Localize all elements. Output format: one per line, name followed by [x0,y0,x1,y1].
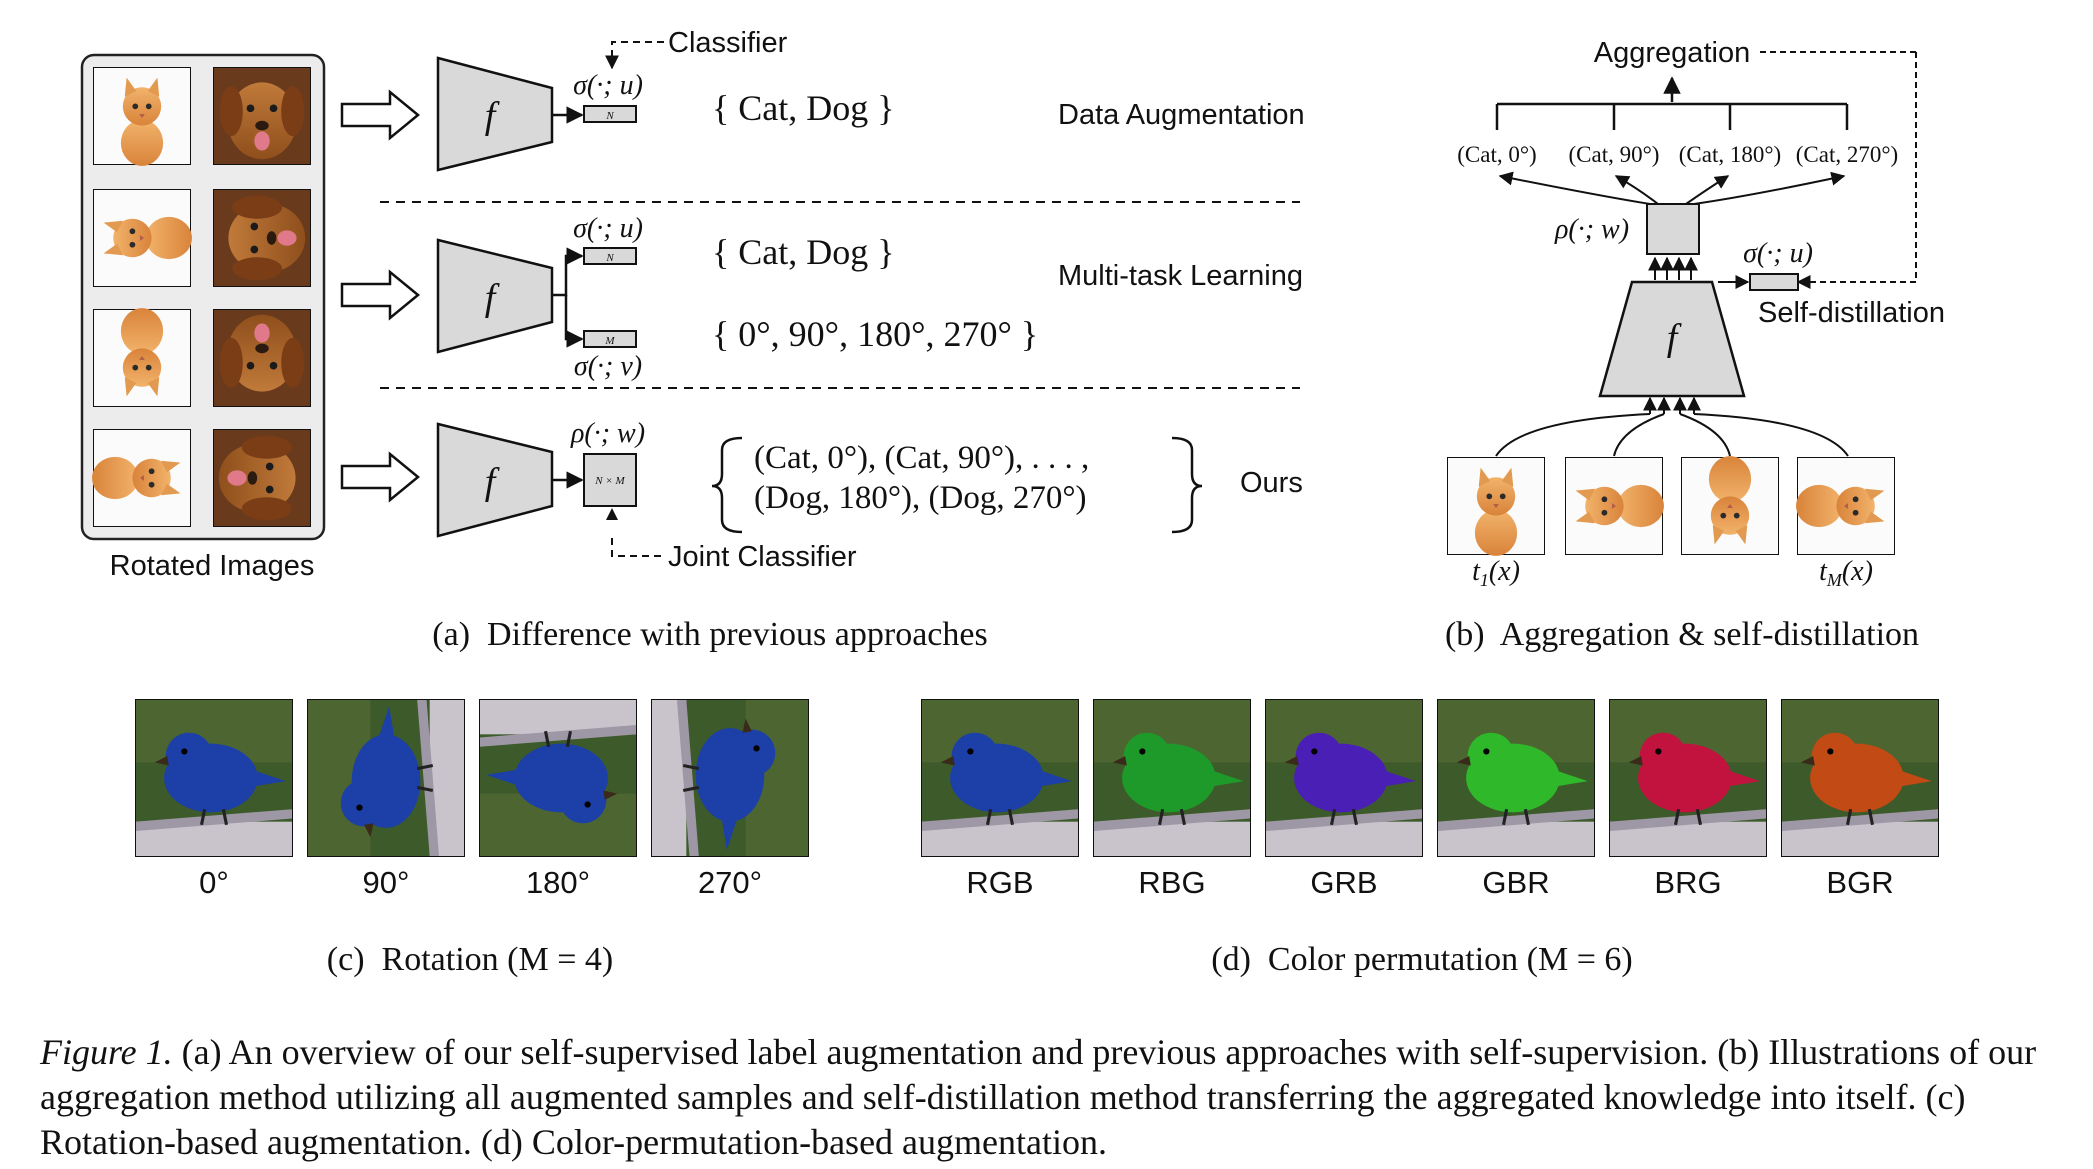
rotation-image [306,698,466,858]
rho-w-label: ρ(·; w) [1554,214,1629,245]
subcaption-a: (a) Difference with previous approaches [432,616,987,653]
set-joint-line2: (Dog, 180°), (Dog, 270°) [754,480,1087,516]
rotation-image [478,698,638,858]
row-label-data-augmentation: Data Augmentation [1058,99,1305,131]
rotation-label: 180° [526,865,590,900]
panel-b: Aggregation (Cat, 0°) (Cat, 90°) (Cat, 1… [1445,37,1945,653]
rotated-images-grid [92,67,311,527]
sigma-u-label: σ(·; u) [573,70,643,101]
sigma-u-label: σ(·; u) [1743,238,1813,269]
panel-a: Rotated Images f f f N σ(·; u) Classifie… [80,27,1305,653]
subcaption-d: (d) Color permutation (M = 6) [1211,941,1632,978]
color-label: BRG [1654,865,1721,900]
rotated-images-frame [80,53,326,541]
color-label: RBG [1138,865,1205,900]
rotation-image [650,698,810,858]
color-permutation-image [1436,698,1596,858]
color-permutation-image [1092,698,1252,858]
set-cat-dog: { Cat, Dog } [712,232,895,272]
panel-c: 0° 90° 180° 270° (c) Rotation (M = 4) [134,698,810,978]
rho-w-label: ρ(·; w) [570,418,645,449]
joint-classifier-label: Joint Classifier [668,541,857,573]
joint-classifier-box [583,453,637,507]
color-label: RGB [966,865,1033,900]
t1-label: t1(x) [1472,556,1520,590]
aggregation-label: Aggregation [1594,37,1750,69]
rotation-label: 0° [199,865,229,900]
classifier-box-n [583,105,637,123]
output-label: (Cat, 0°) [1457,142,1536,167]
rotation-image [134,698,294,858]
subcaption-b: (b) Aggregation & self-distillation [1445,616,1919,653]
color-permutation-image [1780,698,1940,858]
network-f [1598,280,1746,398]
figure-caption: Figure 1. (a) An overview of our self-su… [40,1030,2060,1165]
joint-classifier-box [1646,203,1700,255]
tM-label: tM(x) [1819,556,1873,590]
classifier-label: Classifier [668,27,788,59]
self-distill-classifier-box [1749,273,1799,291]
panel-d: RGB RBG GRB GBR BRG BGR (d) Color permut… [920,698,1940,978]
figure-label: Figure 1. [40,1032,173,1072]
network-f [436,56,554,538]
color-permutation-image [920,698,1080,858]
classifier-box-n [583,247,637,265]
color-permutation-image [1608,698,1768,858]
subcaption-c: (c) Rotation (M = 4) [327,941,613,978]
output-label: (Cat, 180°) [1679,142,1781,167]
hollow-arrow [340,89,420,503]
caption-text: (a) An overview of our self-supervised l… [40,1032,2037,1162]
augmented-images-row [1447,456,1895,556]
svg-text:M: M [604,335,615,347]
set-joint-line1: (Cat, 0°), (Cat, 90°), . . . , [754,440,1089,476]
self-distillation-label: Self-distillation [1758,297,1945,329]
rotated-images-label: Rotated Images [110,550,315,582]
set-rotations: { 0°, 90°, 180°, 270° } [712,314,1038,354]
color-label: GRB [1310,865,1377,900]
svg-text:N: N [605,110,614,122]
svg-text:N: N [605,252,614,264]
set-cat-dog: { Cat, Dog } [712,88,895,128]
output-label: (Cat, 270°) [1796,142,1898,167]
classifier-box-m [583,330,637,348]
color-permutation-image [1264,698,1424,858]
rotation-label: 270° [698,865,762,900]
rotation-label: 90° [363,865,410,900]
color-label: GBR [1482,865,1549,900]
row-label-ours: Ours [1240,467,1303,499]
row-label-multi-task: Multi-task Learning [1058,260,1303,292]
svg-text:N × M: N × M [594,475,625,487]
sigma-u-label: σ(·; u) [573,213,643,244]
sigma-v-label: σ(·; v) [574,351,642,382]
color-label: BGR [1826,865,1893,900]
output-label: (Cat, 90°) [1569,142,1660,167]
